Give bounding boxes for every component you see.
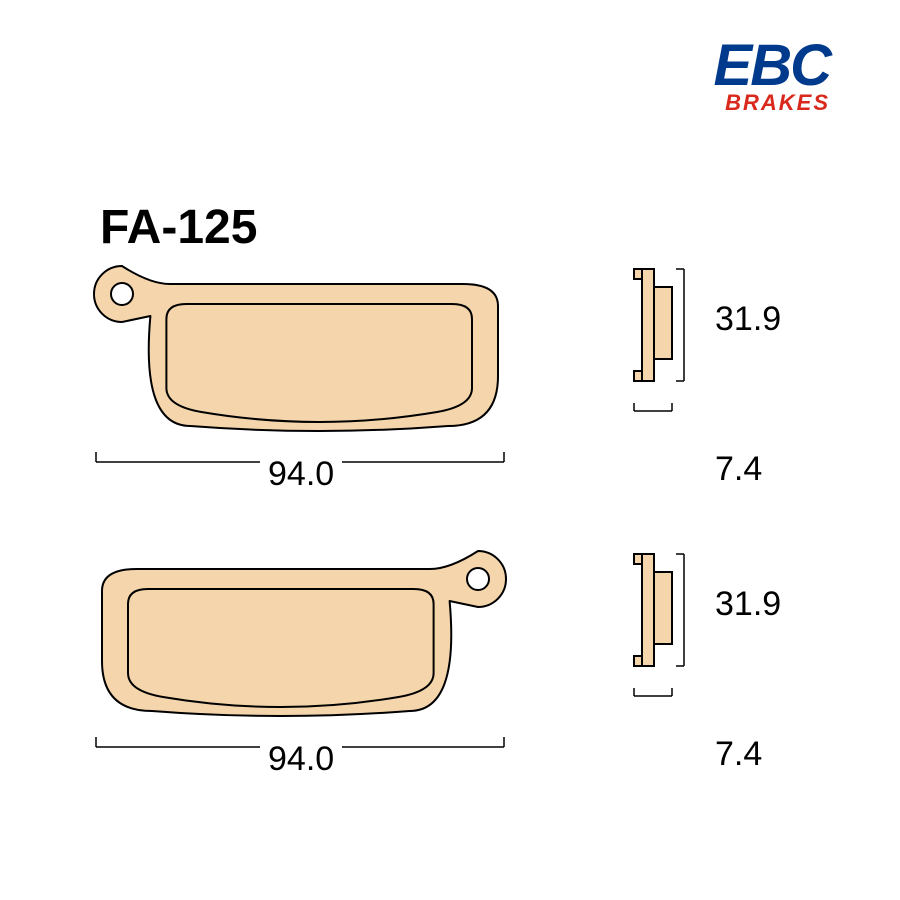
pad-top-height-label: 31.9 xyxy=(715,300,781,339)
pad-bottom-height-label: 31.9 xyxy=(715,585,781,624)
logo-sub-text: BRAKES xyxy=(714,90,830,116)
logo-main-text: EBC xyxy=(714,40,830,92)
pad-top-side xyxy=(620,265,690,425)
pad-bottom-side xyxy=(620,550,690,710)
pad-top-thick-label: 7.4 xyxy=(715,450,762,489)
pad-bottom-thick-label: 7.4 xyxy=(715,735,762,774)
part-number: FA-125 xyxy=(100,200,257,255)
brand-logo: EBC BRAKES xyxy=(714,40,830,116)
pad-bottom-width-label: 94.0 xyxy=(260,740,342,779)
pad-bottom-face xyxy=(90,545,510,725)
pad-top-face xyxy=(90,260,510,440)
pad-top-width-label: 94.0 xyxy=(260,455,342,494)
